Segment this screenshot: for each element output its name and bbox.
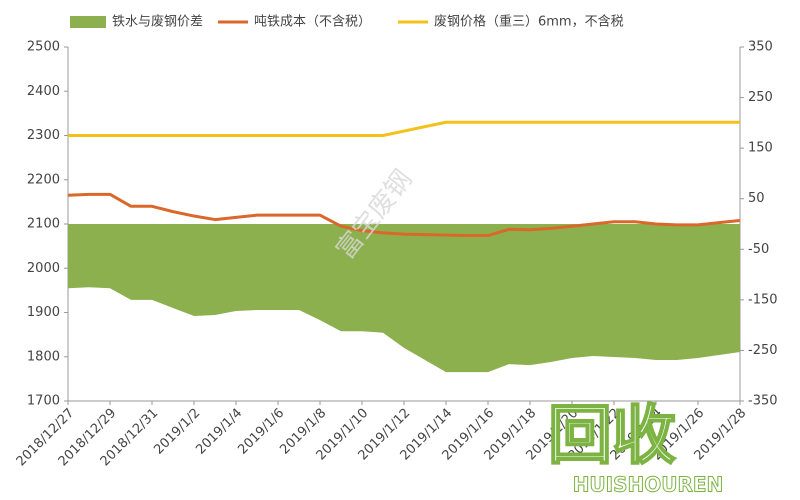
legend-label: 铁水与废钢价差 (112, 14, 203, 30)
legend-label: 废钢价格（重三）6mm，不含税 (434, 14, 624, 30)
line (68, 120, 740, 137)
y-tick-label: 2500 (27, 40, 60, 55)
y2-tick-label: 250 (748, 90, 773, 105)
logo-subtext: HUISHOUREN (573, 473, 724, 497)
y2-tick-label: -350 (748, 394, 778, 409)
area (68, 224, 740, 373)
legend-label: 吨铁成本（不含税） (254, 14, 371, 30)
y-tick-label: 1700 (27, 394, 60, 409)
y-tick-label: 2300 (27, 128, 60, 143)
y2-tick-label: -250 (748, 343, 778, 358)
y-tick-label: 2200 (27, 172, 60, 187)
y-tick-label: 2100 (27, 217, 60, 232)
y2-tick-label: -50 (748, 242, 769, 257)
legend-swatch (70, 16, 106, 28)
logo-text: 回收 (548, 400, 676, 474)
y-tick-label: 2400 (27, 84, 60, 99)
y-tick-label: 1900 (27, 305, 60, 320)
y-tick-label: 1800 (27, 349, 60, 364)
line (67, 192, 741, 238)
y2-tick-label: 150 (748, 141, 773, 156)
y2-tick-label: -150 (748, 292, 778, 307)
y2-tick-label: 350 (748, 40, 773, 55)
y2-tick-label: 50 (748, 191, 765, 206)
y-tick-label: 2000 (27, 261, 60, 276)
